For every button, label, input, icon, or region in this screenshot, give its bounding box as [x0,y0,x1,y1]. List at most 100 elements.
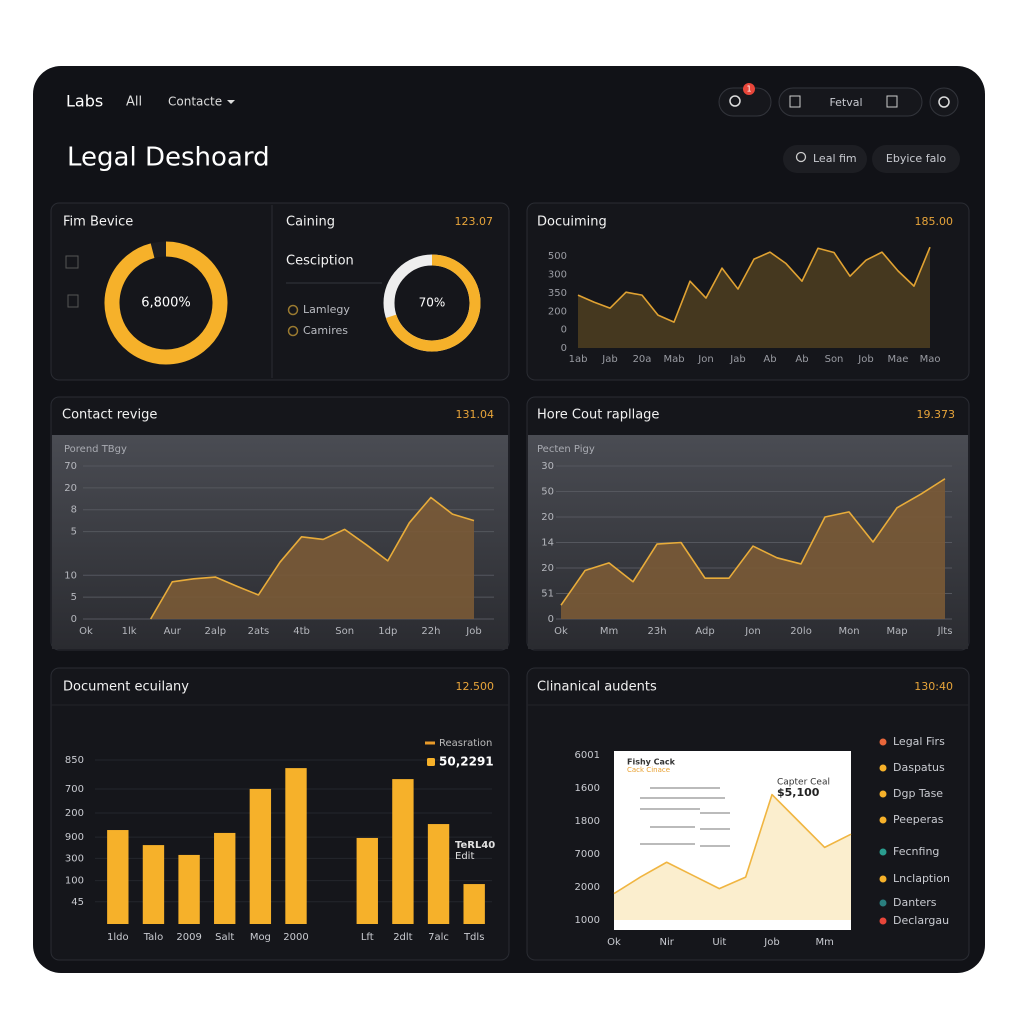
y-tick-label: 51 [541,589,554,600]
button[interactable] [783,145,867,173]
panel-value: 131.04 [456,408,495,421]
x-tick-label: Mm [815,937,833,948]
x-tick-label: 2alp [205,626,227,637]
page-title: Legal Deshoard [67,143,270,173]
y-tick-label: 200 [65,808,84,819]
area-line [560,478,946,606]
settings-icon [938,96,950,108]
x-tick-label: Jlts [937,626,953,637]
panel-title: Document ecuilany [63,680,189,695]
y-tick-label: 900 [65,832,84,843]
dropdown-caret [227,100,235,104]
x-tick-label: Aur [164,626,182,637]
chart-subtitle: Porend TBgy [64,444,127,455]
x-tick-label: Adp [695,626,714,637]
x-tick-label: Mm [600,626,618,637]
inset-text-lines [640,787,730,847]
button[interactable] [872,145,960,173]
x-tick-label: Jon [744,626,760,637]
settings-button[interactable] [929,87,959,117]
y-tick-label: 8 [71,505,77,516]
bar [427,824,450,924]
nav-link[interactable]: Contacte [168,95,222,109]
toolbar-button[interactable]: Fetval [829,96,862,109]
x-tick-label: Job [763,937,779,948]
annotation: TeRL40 [455,840,495,851]
x-tick-label: 2dlt [393,932,412,943]
x-tick-label: Jon [697,354,713,365]
x-tick-label: Job [465,626,481,637]
x-tick-label: 1dp [378,626,397,637]
y-tick-label: 10 [64,570,77,581]
legend-swatch [879,790,887,798]
panel-value: 12.500 [456,680,495,693]
legend-label: Peeperas [893,813,944,826]
nav-link[interactable]: All [126,95,142,110]
bar [392,779,414,924]
legend-swatch [879,738,887,746]
panel-title: Docuiming [537,215,607,230]
y-tick-label: 6001 [575,750,600,761]
donut-arc [104,241,228,365]
panel-title: Clinanical audents [537,680,657,695]
panel-title: Hore Cout rapllage [537,408,659,423]
y-tick-label: 5 [71,592,77,603]
x-tick-label: Mao [920,354,941,365]
x-tick-label: Lft [361,932,374,943]
x-tick-label: 20lo [790,626,812,637]
y-tick-label: 7000 [575,849,600,860]
y-tick-label: 500 [548,251,567,262]
y-tick-label: 1800 [575,816,600,827]
x-tick-label: Ok [607,937,621,948]
x-tick-label: Son [335,626,354,637]
area-fill [561,478,945,619]
x-tick-label: Mon [838,626,859,637]
x-tick-label: 2000 [283,932,308,943]
x-tick-label: Nir [659,937,674,948]
y-tick-label: 1600 [575,783,600,794]
y-tick-label: 0 [548,614,554,625]
panel-value: 185.00 [915,215,954,228]
bar [249,788,272,924]
x-tick-label: Map [886,626,907,637]
legend-label: Camires [303,324,348,337]
area-line [613,793,852,895]
annotation: Capter Ceal [777,778,830,788]
annotation: Cack Cinace [627,766,670,774]
area-line [149,496,475,620]
x-tick-label: 4tb [293,626,310,637]
y-tick-label: 300 [548,270,567,281]
legend-label: Daspatus [893,761,945,774]
brand[interactable]: Labs [66,92,103,111]
legend-label: Danters [893,896,937,909]
annotation: Edit [455,851,474,862]
panel-title: Fim Bevice [63,215,133,230]
x-tick-label: Mab [663,354,684,365]
x-tick-label: Ok [554,626,568,637]
y-tick-label: 1000 [575,915,600,926]
badge-count: 1 [746,85,751,94]
x-tick-label: Ab [763,354,776,365]
donut-arc [385,254,481,352]
legend-label: Legal Firs [893,735,945,748]
icon [65,255,79,269]
calendar-icon [789,95,801,108]
x-tick-label: Jab [729,354,745,365]
y-tick-label: 50 [541,487,554,498]
donut-label: 70% [419,296,446,310]
search-icon [729,95,741,107]
y-tick-label: 200 [548,306,567,317]
x-tick-label: 1ldo [107,932,129,943]
clipboard-icon [886,95,898,108]
y-tick-label: 30 [541,461,554,472]
x-tick-label: 20a [633,354,652,365]
legend-swatch [879,899,887,907]
button-label: Leal fim [813,152,857,165]
area-fill [614,794,851,920]
x-tick-label: Uit [712,937,726,948]
x-tick-label: 22h [421,626,440,637]
legend-swatch [879,917,887,925]
x-tick-label: Mae [888,354,909,365]
